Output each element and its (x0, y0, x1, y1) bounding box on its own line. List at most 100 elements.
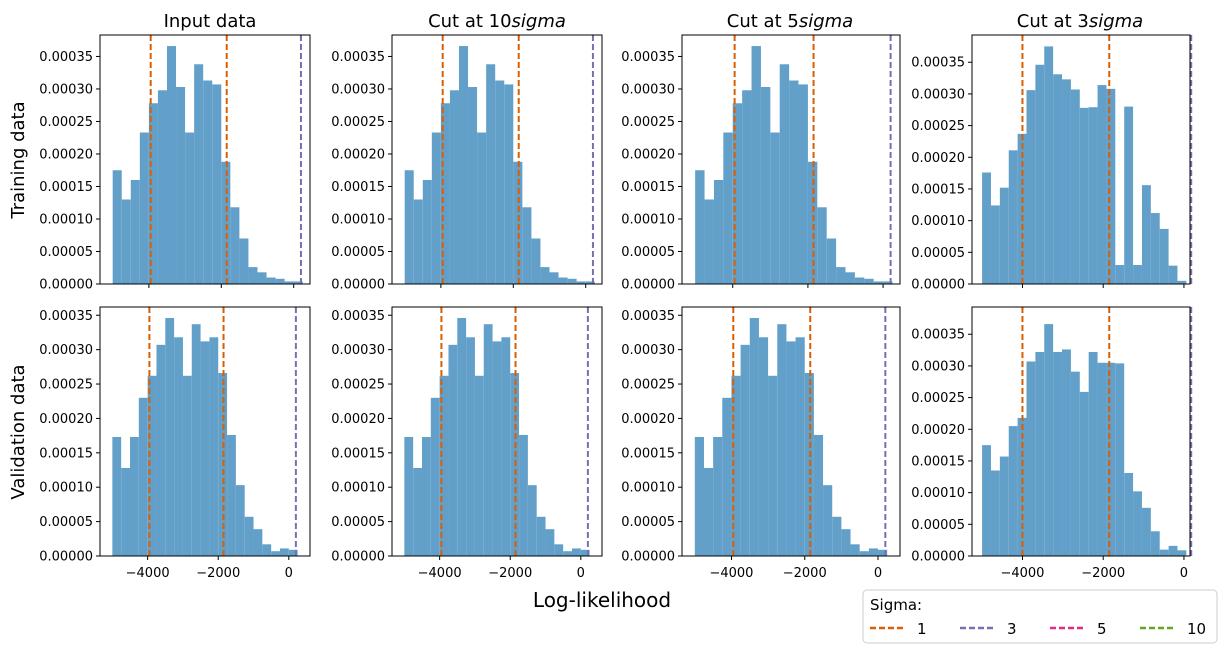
panel-training-input: 0.00000 0.00005 0.00010 0.00015 0.00020 0.000… (39, 34, 311, 293)
y-tick-label: 0.00000 (911, 550, 965, 565)
column-title-5sigma: Cut at 5sigma (727, 11, 853, 32)
panel-validation-10sigma: 0.00000 0.00005 0.00010 0.00015 0.00020 0.000… (331, 306, 603, 581)
histogram-bar (580, 549, 590, 556)
histogram-bar (121, 199, 131, 284)
histogram-bar (1044, 46, 1054, 285)
histogram-bar (248, 267, 258, 284)
y-tick-label: 0.00010 (911, 486, 965, 501)
histogram-bar (121, 467, 130, 556)
histogram-bar (404, 170, 414, 284)
y-tick-label: 0.00035 (911, 328, 965, 343)
panels: 0.00000 0.00005 0.00010 0.00015 0.00020 0.000… (39, 34, 1193, 581)
histogram-bar (239, 238, 249, 284)
histogram-bar (156, 344, 166, 556)
histogram-bar (431, 132, 441, 284)
histogram-bar (554, 544, 564, 556)
legend-title: Sigma: (870, 596, 922, 614)
histogram-bar (531, 238, 541, 284)
y-tick-label: 0.00015 (621, 446, 675, 461)
histogram-bar (492, 341, 502, 556)
histogram-bar (751, 46, 761, 284)
histogram-bar (522, 207, 532, 284)
y-tick-label: 0.00030 (39, 343, 93, 358)
panel-validation-5sigma: 0.00000 0.00005 0.00010 0.00015 0.00020 0.000… (621, 306, 901, 581)
histogram-bar (768, 375, 778, 556)
y-tick-label: 0.00010 (39, 481, 93, 496)
histogram-bar (999, 456, 1009, 556)
histogram-bar (1097, 362, 1107, 556)
y-tick-label: 0.00005 (39, 515, 93, 530)
axes-frame (99, 306, 311, 557)
histogram-bar (536, 516, 546, 556)
histogram-bar (1088, 351, 1098, 556)
histogram-bar (558, 277, 568, 284)
x-tick-label: 0 (577, 566, 585, 581)
histogram-bar (413, 467, 422, 556)
panel-validation-3sigma: 0.00000 0.00005 0.00010 0.00015 0.00020 0.000… (911, 306, 1193, 581)
column-title-input: Input data (164, 11, 257, 32)
histogram-bar (194, 64, 204, 284)
y-tick-label: 0.00020 (621, 412, 675, 427)
histogram-bar (191, 324, 201, 556)
histogram-bar (495, 80, 505, 284)
histogram-bar (990, 205, 1000, 284)
histogram-bar (139, 132, 149, 284)
legend-label-1: 1 (917, 620, 927, 638)
histogram-bar (221, 161, 231, 284)
histogram-bar (185, 132, 195, 284)
histogram-bar (798, 84, 808, 284)
histogram-bar (519, 434, 528, 556)
histogram-bar (873, 281, 884, 284)
histogram-bar (1150, 531, 1160, 556)
histogram-bar (723, 132, 733, 284)
histogram-bar (130, 437, 139, 556)
histogram-bar (732, 103, 743, 284)
histogram-bar (704, 199, 714, 284)
y-tick-label: 0.00030 (621, 343, 675, 358)
histogram-bar (731, 375, 741, 556)
histogram-bar (982, 445, 991, 556)
histogram-bar (713, 179, 724, 284)
x-tick-label: −4000 (418, 566, 462, 581)
histogram-bar (789, 80, 799, 284)
histogram-bar (703, 467, 714, 556)
y-tick-label: 0.00015 (39, 446, 93, 461)
y-tick-label: 0.00025 (911, 391, 965, 406)
y-tick-label: 0.00000 (331, 550, 385, 565)
histogram-bar (138, 397, 148, 556)
histogram-bar (854, 277, 865, 284)
legend-label-3: 3 (1007, 620, 1017, 638)
histogram-bar (567, 278, 577, 284)
histogram-bar (1124, 473, 1134, 556)
y-tick-label: 0.00030 (39, 82, 93, 97)
x-tick-label: 0 (874, 566, 882, 581)
histogram-bar (1150, 213, 1160, 284)
y-tick-label: 0.00005 (39, 245, 93, 260)
legend-label-5: 5 (1097, 620, 1107, 638)
histogram-bar (1053, 74, 1063, 284)
histogram-bar (147, 375, 157, 556)
y-tick-label: 0.00005 (911, 518, 965, 533)
histogram-bar (826, 238, 837, 284)
y-tick-label: 0.00010 (621, 481, 675, 496)
histogram-bar (1070, 89, 1080, 285)
histogram-bar (1079, 391, 1089, 556)
y-tick-label: 0.00025 (621, 378, 675, 393)
histogram-bar (501, 337, 511, 556)
panel-validation-input: 0.00000 0.00005 0.00010 0.00015 0.00020 0.000… (39, 306, 311, 581)
y-tick-label: 0.00025 (39, 115, 93, 130)
histogram-bar (1133, 264, 1142, 284)
histogram-bar (288, 549, 298, 556)
y-tick-label: 0.00015 (911, 454, 965, 469)
y-tick-label: 0.00025 (39, 378, 93, 393)
x-tick-label: −4000 (1000, 566, 1044, 581)
y-tick-label: 0.00005 (331, 515, 385, 530)
histogram-bar (883, 281, 893, 284)
histogram-bar (271, 551, 280, 556)
histogram-bar (468, 87, 478, 284)
histogram-bar (1115, 264, 1125, 284)
histogram-bar (1141, 507, 1151, 556)
y-tick-label: 0.00020 (331, 147, 385, 162)
axes-frame (681, 34, 901, 285)
y-tick-label: 0.00015 (331, 446, 385, 461)
